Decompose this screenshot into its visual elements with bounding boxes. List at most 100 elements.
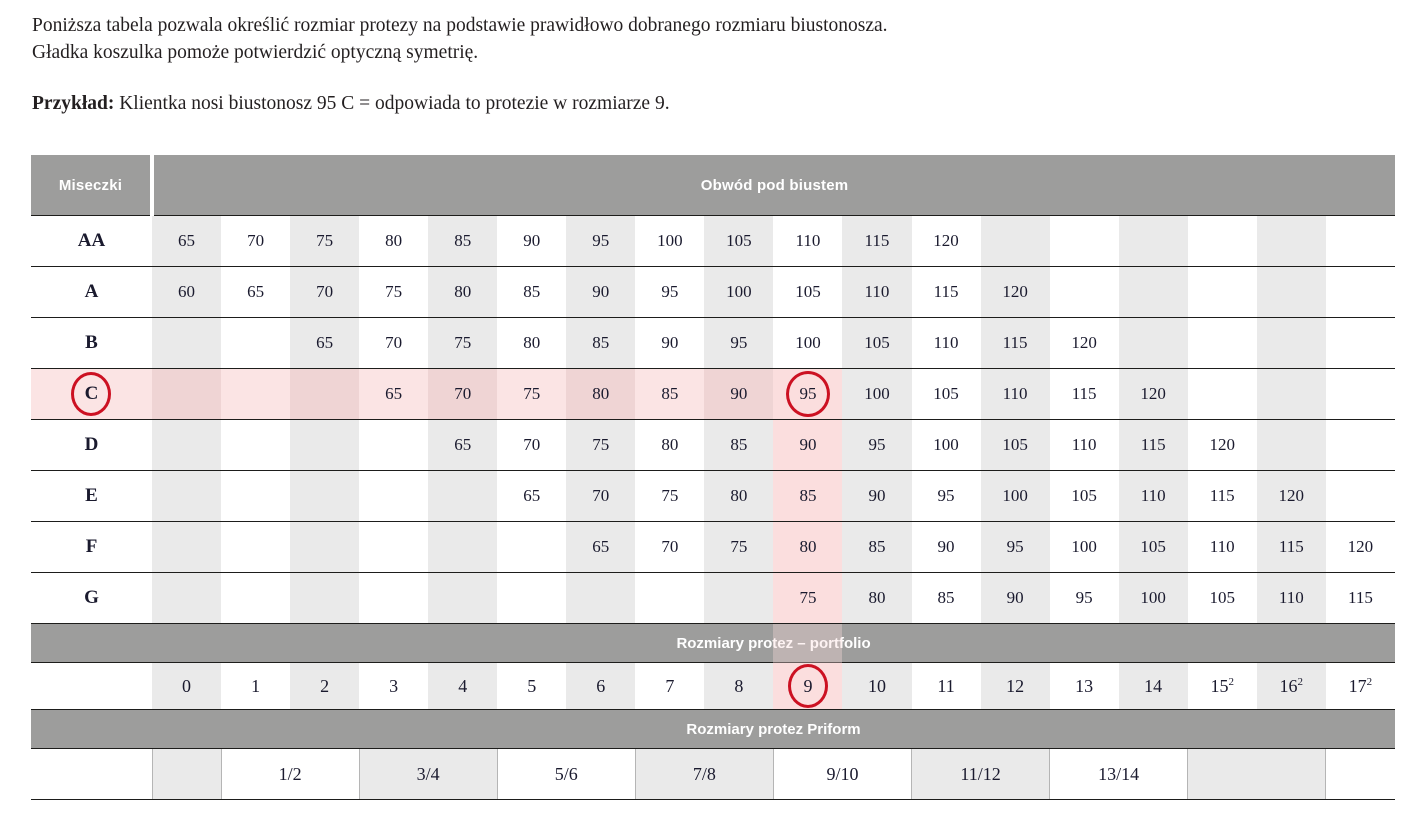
section-band-priform: Rozmiary protez Priform bbox=[31, 709, 1396, 749]
size-cell: 120 bbox=[1118, 368, 1188, 420]
size-cell bbox=[1118, 215, 1188, 267]
prosthesis-size-circle: 9 bbox=[803, 675, 813, 696]
size-cell: 75 bbox=[428, 317, 498, 369]
priform-size-cell: 1/2 bbox=[220, 748, 360, 800]
size-cell bbox=[152, 317, 222, 369]
size-cell bbox=[359, 470, 429, 522]
size-cell bbox=[428, 521, 498, 573]
highlight-circle-value: 95 bbox=[799, 384, 817, 403]
size-cell bbox=[1325, 470, 1396, 522]
size-cell: 85 bbox=[911, 572, 981, 624]
size-cell: 115 bbox=[1118, 419, 1188, 471]
size-cell: 90 bbox=[842, 470, 912, 522]
size-cell: 100 bbox=[704, 266, 774, 318]
size-cell: 110 bbox=[773, 215, 843, 267]
size-cell: 90 bbox=[773, 419, 843, 471]
size-cell: 65 bbox=[290, 317, 360, 369]
size-cell: 70 bbox=[359, 317, 429, 369]
size-cell: 100 bbox=[911, 419, 981, 471]
cup-label: F bbox=[31, 521, 152, 573]
prosthesis-size-cell: 4 bbox=[428, 662, 498, 710]
table-body: AA 65 70 75 80 85 90 95 100 105 110 115 120 A 60 65 70 75… bbox=[31, 215, 1396, 800]
size-cell bbox=[428, 572, 498, 624]
size-cell: 85 bbox=[566, 317, 636, 369]
sizing-table-wrapper: Miseczki Obwód pod biustem AA 65 70 75 80 85 9… bbox=[31, 155, 1396, 800]
size-cell: 110 bbox=[1256, 572, 1326, 624]
size-cell: 120 bbox=[1049, 317, 1119, 369]
table-row: G 75 80 85 90 95 100 105 110 115 bbox=[31, 572, 1396, 624]
size-cell: 90 bbox=[566, 266, 636, 318]
cup-label: G bbox=[31, 572, 152, 624]
size-cell bbox=[1256, 215, 1326, 267]
priform-size-cell bbox=[1325, 748, 1396, 800]
size-cell: 95 bbox=[842, 419, 912, 471]
size-cell: 115 bbox=[842, 215, 912, 267]
prosthesis-size-cell: 172 bbox=[1325, 662, 1396, 710]
table-row: B 65 70 75 80 85 90 95 100 105 110 115 120 bbox=[31, 317, 1396, 369]
size-cell bbox=[152, 470, 222, 522]
size-cell: 115 bbox=[911, 266, 981, 318]
cup-label-circle: C bbox=[84, 383, 99, 404]
prosthesis-size-cell: 8 bbox=[704, 662, 774, 710]
prosthesis-size-cell: 13 bbox=[1049, 662, 1119, 710]
size-cell bbox=[1049, 266, 1119, 318]
priform-size-cell: 3/4 bbox=[358, 748, 498, 800]
size-cell bbox=[221, 419, 291, 471]
size-cell: 90 bbox=[911, 521, 981, 573]
size-cell: 105 bbox=[842, 317, 912, 369]
size-cell: 70 bbox=[290, 266, 360, 318]
prosthesis-size-cell: 5 bbox=[497, 662, 567, 710]
size-cell: 85 bbox=[704, 419, 774, 471]
size-cell bbox=[152, 368, 222, 420]
size-cell: 80 bbox=[635, 419, 705, 471]
size-cell bbox=[1256, 317, 1326, 369]
prosthesis-size-cell: 6 bbox=[566, 662, 636, 710]
size-cell: 110 bbox=[911, 317, 981, 369]
size-cell: 65 bbox=[497, 470, 567, 522]
size-cell: 105 bbox=[1118, 521, 1188, 573]
size-cell: 95 bbox=[635, 266, 705, 318]
size-cell: 105 bbox=[911, 368, 981, 420]
cup-label: B bbox=[31, 317, 152, 369]
size-cell bbox=[1325, 317, 1396, 369]
table-row: F 65 70 75 80 85 90 95 100 105 110 115 120 bbox=[31, 521, 1396, 573]
size-cell bbox=[566, 572, 636, 624]
size-cell: 70 bbox=[566, 470, 636, 522]
band-label-portfolio: Rozmiary protez – portfolio bbox=[152, 623, 1396, 663]
size-cell bbox=[1187, 317, 1257, 369]
size-cell: 85 bbox=[428, 215, 498, 267]
size-cell: 110 bbox=[1187, 521, 1257, 573]
prosthesis-size-cell: 11 bbox=[911, 662, 981, 710]
size-cell bbox=[221, 368, 291, 420]
prosthesis-size-cell: 152 bbox=[1187, 662, 1257, 710]
size-cell: 120 bbox=[1325, 521, 1396, 573]
size-cell: 95 bbox=[1049, 572, 1119, 624]
size-cell bbox=[221, 470, 291, 522]
size-cell: 120 bbox=[980, 266, 1050, 318]
size-cell: 75 bbox=[773, 572, 843, 624]
prosthesis-size-row: 0 1 2 3 4 5 6 7 8 9 10 11 12 13 14 152 162 172 bbox=[31, 662, 1396, 710]
size-cell: 120 bbox=[911, 215, 981, 267]
size-cell bbox=[1256, 368, 1326, 420]
size-cell: 75 bbox=[635, 470, 705, 522]
sizing-table: Miseczki Obwód pod biustem AA 65 70 75 80 85 9… bbox=[31, 155, 1396, 800]
prosthesis-size-cell: 3 bbox=[359, 662, 429, 710]
size-cell: 105 bbox=[980, 419, 1050, 471]
size-cell bbox=[1325, 215, 1396, 267]
size-cell: 95 bbox=[911, 470, 981, 522]
size-cell: 105 bbox=[704, 215, 774, 267]
size-cell bbox=[152, 521, 222, 573]
priform-size-cell bbox=[151, 748, 222, 800]
size-cell bbox=[704, 572, 774, 624]
header-underbust: Obwód pod biustem bbox=[152, 155, 1396, 216]
size-cell bbox=[1256, 419, 1326, 471]
size-cell: 105 bbox=[1049, 470, 1119, 522]
size-cell bbox=[1187, 215, 1257, 267]
size-cell: 100 bbox=[773, 317, 843, 369]
size-cell: 70 bbox=[635, 521, 705, 573]
header-cups: Miseczki bbox=[31, 155, 154, 216]
nums-label-spacer bbox=[31, 662, 152, 710]
size-cell: 110 bbox=[842, 266, 912, 318]
priform-size-cell: 5/6 bbox=[496, 748, 636, 800]
